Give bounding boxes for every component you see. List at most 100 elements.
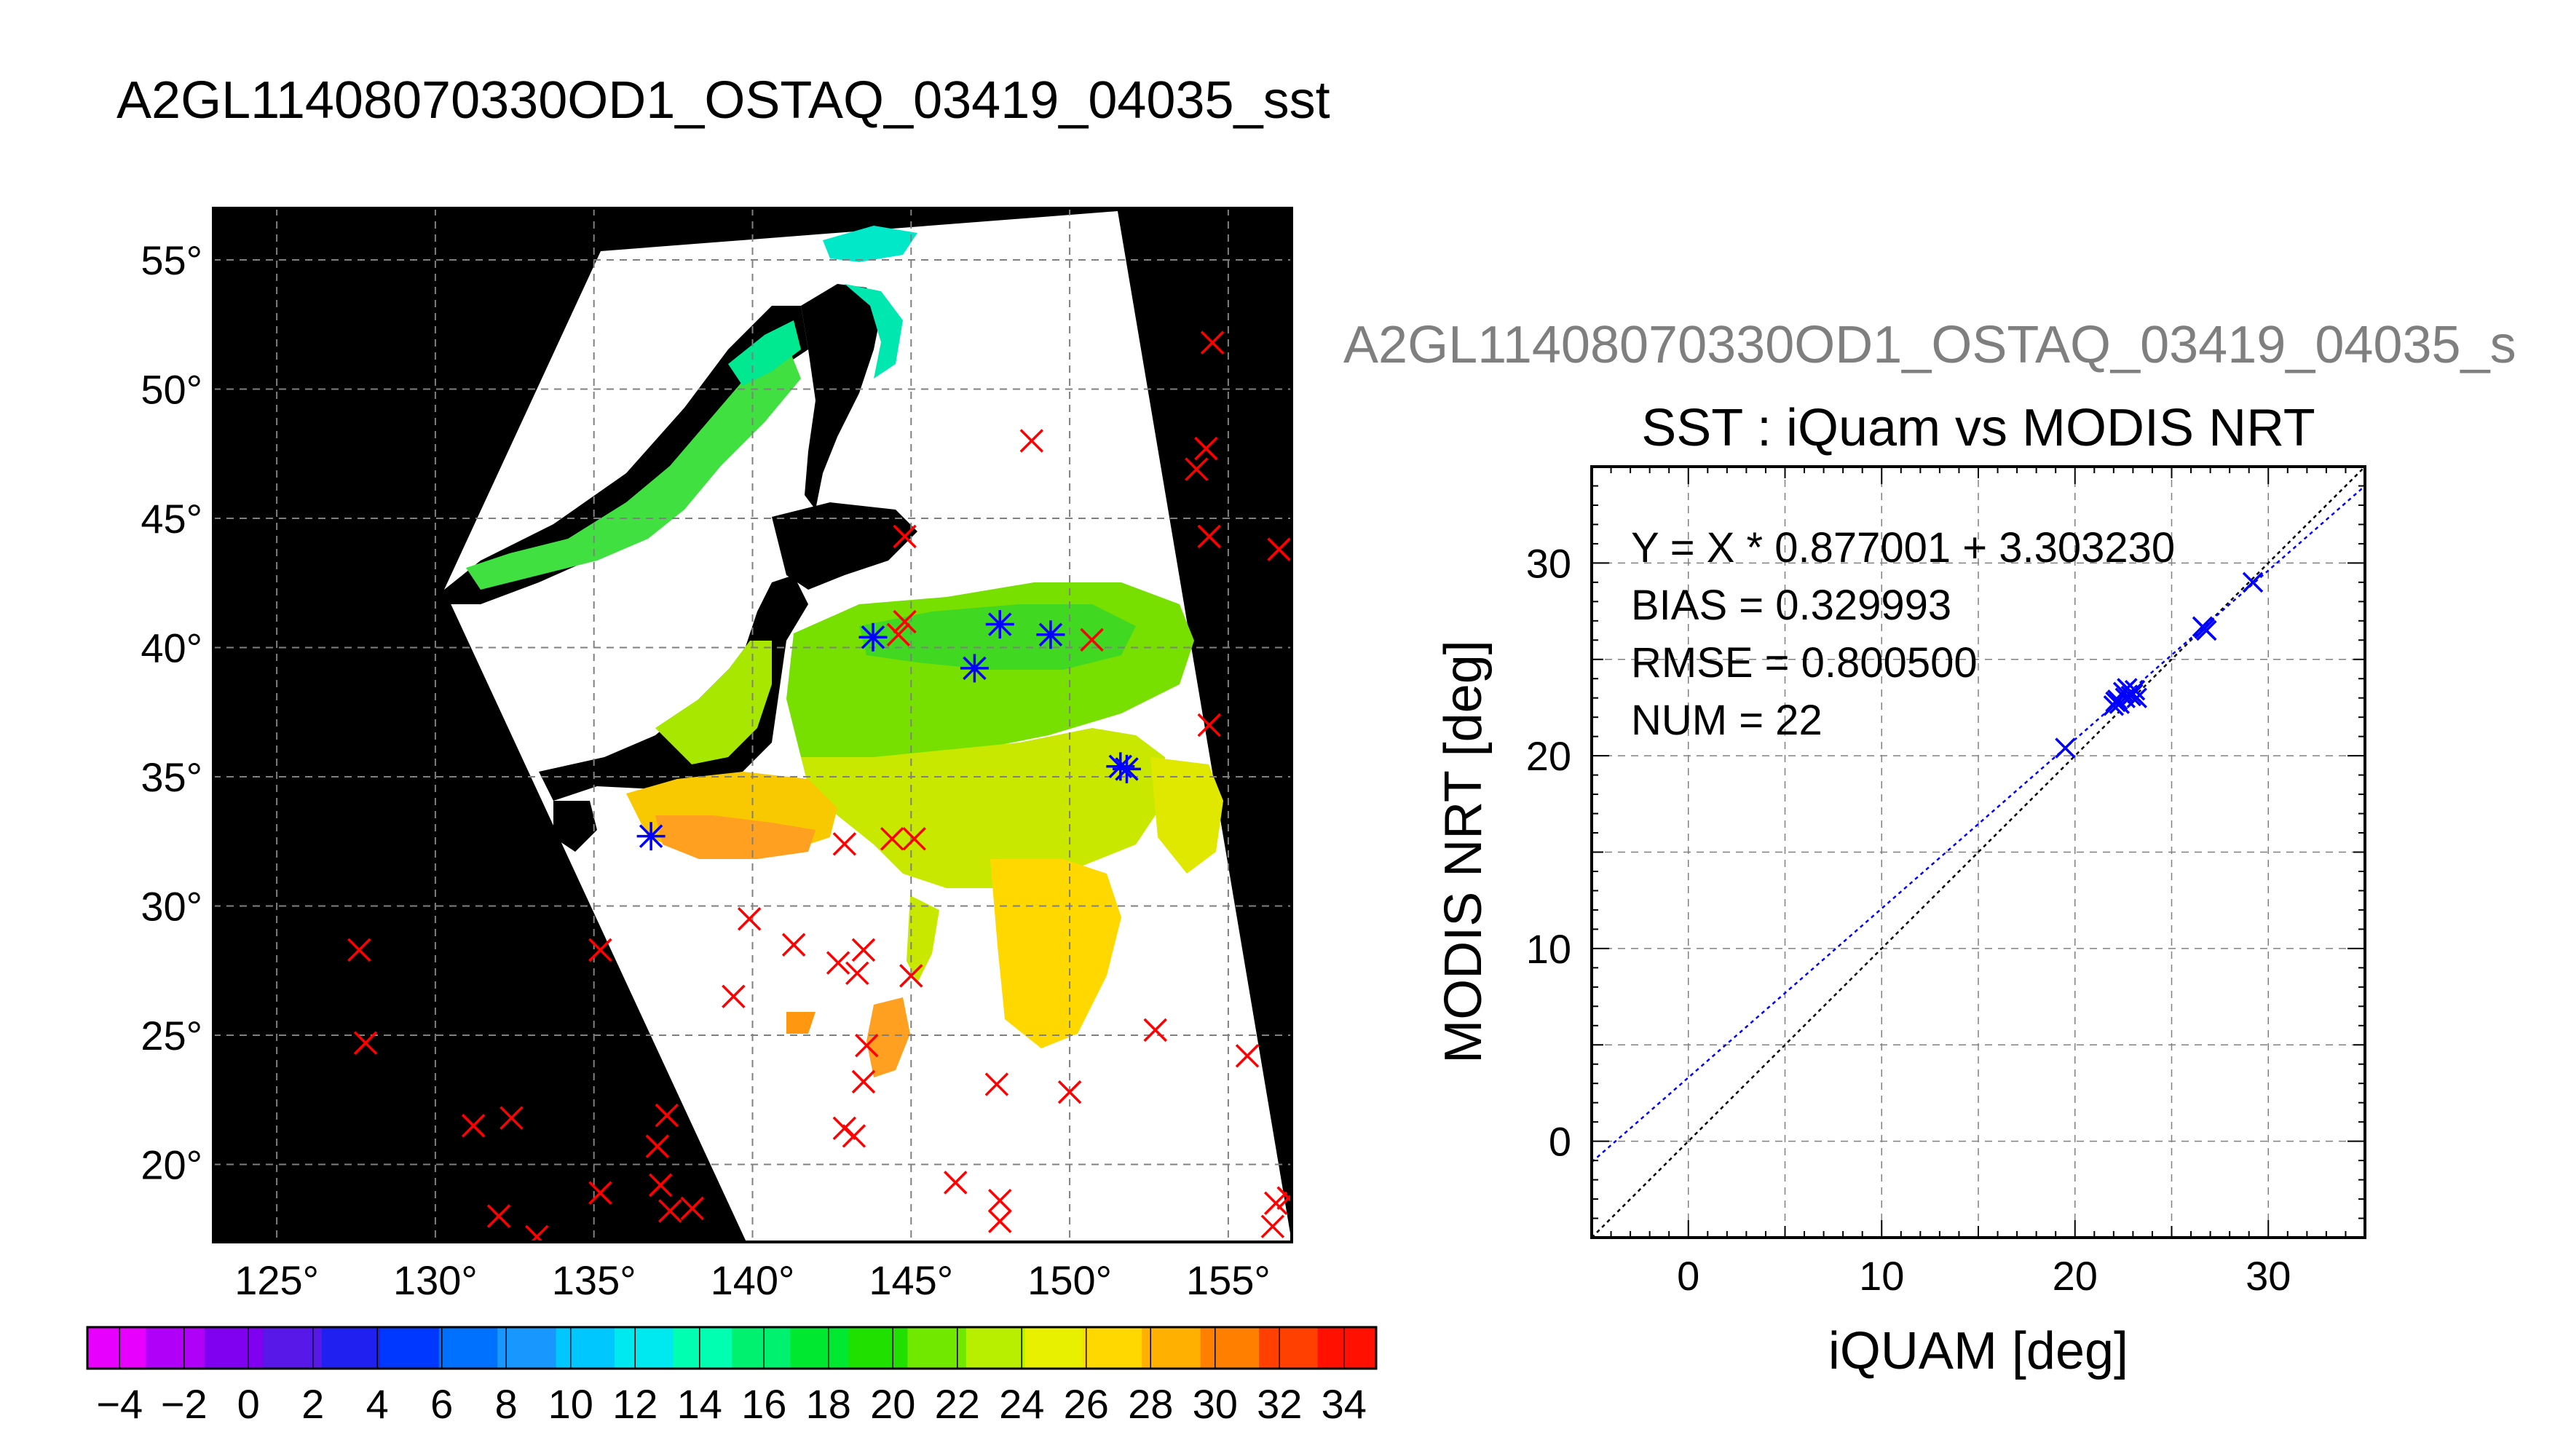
scatter-point [2126, 687, 2147, 708]
scatter-x-tick-label: 20 [2053, 1253, 2098, 1299]
colorbar-tick-label: −4 [96, 1381, 143, 1427]
map-y-tick-label: 25° [141, 1013, 202, 1059]
buoy-marker-blue [636, 822, 666, 851]
map-y-tick-label: 45° [141, 496, 202, 542]
map-x-tick-label: 155° [1186, 1257, 1271, 1303]
colorbar-frame [86, 1326, 1378, 1370]
sst-patch-south-3 [907, 895, 939, 983]
colorbar-cell [204, 1327, 264, 1369]
buoy-marker-red [1194, 436, 1218, 461]
scatter-point [2124, 679, 2146, 701]
scatter-x-tick-labels: 0 10 20 30 [1677, 1253, 2291, 1299]
buoy-marker-red [486, 1204, 511, 1228]
scatter-x-axis-label: iQUAM [deg] [1828, 1322, 2128, 1380]
buoy-marker-red [1197, 524, 1221, 549]
land-sakhalin [801, 284, 881, 510]
buoy-marker-red [347, 938, 371, 962]
scatter-x-tick-label: 0 [1677, 1253, 1699, 1299]
scatter-y-tick-label: 10 [1526, 926, 1571, 972]
buoy-marker-red [851, 938, 876, 962]
map-x-tick-labels: 125° 130° 135° 140° 145° 150° 155° [234, 1257, 1271, 1303]
colorbar-tick-label: 0 [237, 1381, 260, 1427]
map-x-tick-label: 130° [393, 1257, 478, 1303]
buoy-marker-red [1260, 1214, 1285, 1238]
buoy-marker-blue [1036, 620, 1065, 649]
buoy-marker-red [1080, 628, 1104, 652]
colorbar-tick-label: 24 [999, 1381, 1044, 1427]
buoy-marker-red [886, 622, 911, 646]
colorbar-cell [438, 1327, 498, 1369]
map-y-tick-label: 40° [141, 625, 202, 671]
buoy-marker-red [658, 1199, 682, 1223]
map-y-tick-labels: 20° 25° 30° 35° 40° 45° 50° 55° [141, 237, 202, 1188]
map-x-tick-label: 125° [234, 1257, 319, 1303]
sst-patch-sea-of-japan-north [728, 320, 801, 386]
colorbar-tick-labels: −4 −2 0 2 4 6 8 10 12 14 16 18 20 22 24 26 28 30 32 34 [96, 1381, 1367, 1427]
buoy-marker-red [902, 826, 926, 851]
colorbar-cell [790, 1327, 850, 1369]
buoy-marker-red [1200, 331, 1225, 355]
scatter-annotation: Y = X * 0.877001 + 3.303230 [1631, 524, 2175, 571]
buoy-marker-red [842, 1124, 866, 1148]
colorbar-tick-label: 20 [870, 1381, 915, 1427]
scatter-point [2242, 571, 2264, 593]
map-y-tick-label: 50° [141, 367, 202, 413]
scatter-y-axis-label: MODIS NRT [deg] [1434, 640, 1493, 1064]
scatter-y-tick-labels: 0 10 20 30 [1526, 540, 1571, 1164]
scatter-x-tick-label: 30 [2246, 1253, 2291, 1299]
scatter-point [2106, 689, 2128, 711]
colorbar-cell [87, 1327, 146, 1369]
sst-patch-south-2 [786, 1012, 816, 1034]
scatter-y-tick-label: 30 [1526, 540, 1571, 586]
sst-patch-south-1 [866, 997, 910, 1077]
scatter-point [2194, 618, 2215, 639]
scatter-annotation: RMSE = 0.800500 [1631, 639, 1978, 687]
page-title: A2GL11408070330OD1_OSTAQ_03419_04035_sst [117, 71, 1330, 130]
buoy-marker-red [588, 1181, 612, 1205]
buoy-marker-red [893, 609, 917, 634]
buoy-marker-blue [985, 610, 1014, 639]
map-x-tick-label: 135° [552, 1257, 636, 1303]
buoy-marker-red [588, 938, 612, 962]
colorbar-cell [1200, 1327, 1260, 1369]
buoy-marker-red [781, 933, 806, 957]
buoy-marker-red [737, 907, 762, 931]
buoy-marker-red [648, 1173, 673, 1198]
scatter-frame [1590, 465, 2366, 1239]
buoy-marker-red [880, 826, 904, 851]
scatter-plot: SST : iQuam vs MODIS NRT Y = X * 0.87700… [1434, 399, 2366, 1380]
buoy-marker-red [461, 1114, 486, 1138]
scatter-x-tick-label: 10 [1859, 1253, 1904, 1299]
map-y-tick-label: 30° [141, 884, 202, 930]
scatter-annotation: BIAS = 0.329993 [1631, 582, 1951, 629]
colorbar-tick-label: 4 [366, 1381, 389, 1427]
colorbar-tick-label: 34 [1322, 1381, 1367, 1427]
colorbar-tick-label: 18 [806, 1381, 851, 1427]
colorbar-tick-label: 30 [1193, 1381, 1238, 1427]
buoy-marker-red [984, 1072, 1009, 1096]
buoy-marker-red [1185, 457, 1209, 481]
sst-patch-pacific-east [1150, 757, 1223, 874]
buoy-marker-red [899, 964, 923, 988]
scatter-point [2055, 737, 2076, 759]
colorbar-cell [1083, 1327, 1142, 1369]
colorbar-cell [1259, 1327, 1319, 1369]
map-content [444, 211, 1292, 1242]
colorbar-cell [556, 1327, 615, 1369]
buoy-marker-red [525, 1224, 549, 1242]
colorbar-tick-label: 6 [430, 1381, 453, 1427]
scatter-y-tick-label: 0 [1549, 1119, 1571, 1165]
buoy-marker-red [826, 951, 850, 975]
scatter-title: SST : iQuam vs MODIS NRT [1641, 399, 2315, 457]
buoy-marker-red [1019, 429, 1044, 453]
scatter-grid [1592, 467, 2365, 1238]
buoy-marker-red [645, 1134, 670, 1158]
buoy-marker-blue [858, 622, 888, 652]
colorbar-cell [615, 1327, 674, 1369]
land-asia-coast [444, 306, 808, 604]
map-x-tick-label: 150° [1027, 1257, 1112, 1303]
buoy-marker-red [1263, 1191, 1288, 1215]
colorbar-cell [497, 1327, 557, 1369]
buoy-marker-red [988, 1188, 1012, 1213]
